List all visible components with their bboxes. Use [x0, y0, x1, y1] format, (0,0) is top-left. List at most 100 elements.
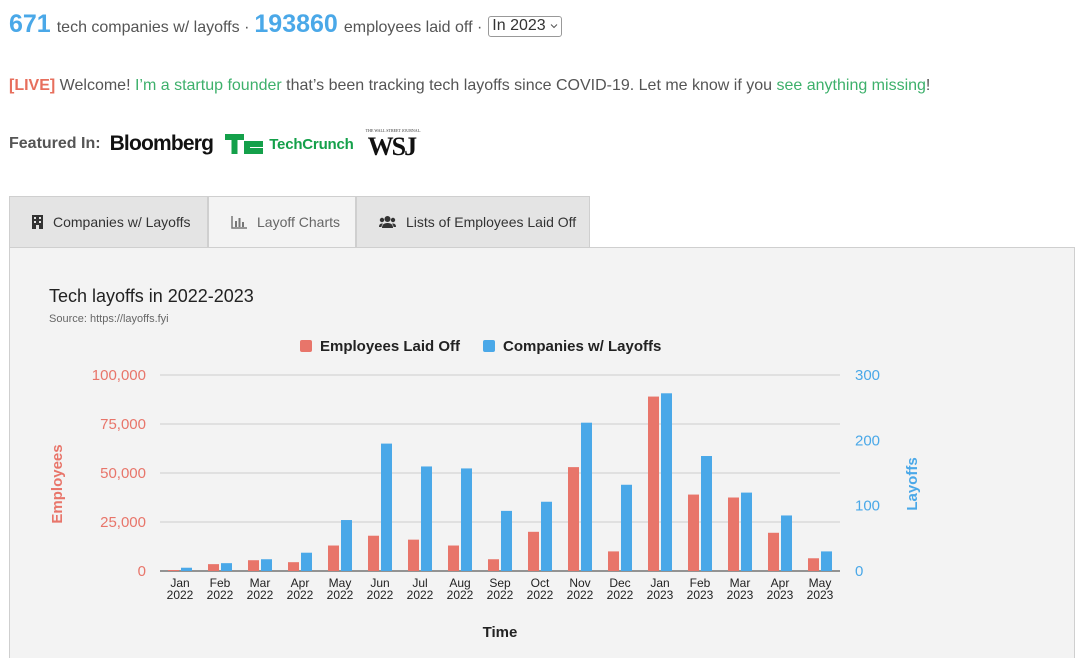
bar-companies: [461, 468, 472, 571]
bar-companies: [421, 466, 432, 571]
x-tick-month: Jan: [650, 576, 669, 590]
missing-link[interactable]: see anything missing: [776, 77, 926, 94]
techcrunch-word: TechCrunch: [269, 135, 354, 153]
x-tick-month: May: [809, 576, 832, 590]
legend-swatch-companies: [483, 340, 495, 352]
x-tick-month: Mar: [250, 576, 271, 590]
x-tick-year: 2022: [407, 588, 434, 602]
bar-companies: [781, 515, 792, 571]
x-tick-month: Sep: [489, 576, 511, 590]
y-tick-right: 0: [855, 563, 863, 580]
bar-companies: [821, 551, 832, 571]
headline: 671 tech companies w/ layoffs · 193860 e…: [9, 10, 562, 39]
bar-companies: [301, 552, 312, 571]
year-select-value: In 2023: [492, 17, 546, 34]
x-tick-month: Apr: [771, 576, 790, 590]
bar-employees: [448, 545, 459, 571]
x-tick-month: Jun: [370, 576, 389, 590]
x-tick-year: 2023: [647, 588, 674, 602]
bar-employees: [728, 497, 739, 571]
welcome-text-1: Welcome!: [59, 77, 131, 94]
bar-companies: [741, 492, 752, 571]
tab-companies[interactable]: Companies w/ Layoffs: [9, 196, 208, 247]
x-tick-month: Dec: [609, 576, 630, 590]
tab-charts[interactable]: Layoff Charts: [208, 196, 356, 247]
companies-text: tech companies w/ layoffs ·: [56, 19, 250, 36]
legend-label-companies: Companies w/ Layoffs: [503, 338, 661, 355]
bar-employees: [808, 558, 819, 571]
companies-count: 671: [9, 10, 51, 38]
y-tick-left: 100,000: [92, 367, 146, 384]
x-tick-year: 2022: [527, 588, 554, 602]
y-tick-right: 200: [855, 432, 880, 449]
bar-employees: [208, 564, 219, 571]
year-select[interactable]: In 2023: [488, 16, 562, 37]
featured-in: Featured In: Bloomberg TechCrunch THE WA…: [9, 128, 422, 161]
x-tick-month: Aug: [449, 576, 470, 590]
bar-employees: [608, 551, 619, 571]
bar-employees: [648, 396, 659, 571]
wsj-letters: WSJ: [367, 132, 417, 161]
bar-companies: [581, 422, 592, 571]
bar-companies: [661, 393, 672, 571]
founder-link[interactable]: I’m a startup founder: [134, 77, 282, 94]
x-tick-year: 2022: [327, 588, 354, 602]
chart-source: Source: https://layoffs.fyi: [49, 313, 169, 325]
chevron-down-icon: [550, 24, 558, 29]
chart-title: Tech layoffs in 2022-2023: [49, 286, 254, 306]
x-tick-month: Mar: [730, 576, 751, 590]
bar-employees: [288, 562, 299, 571]
bar-companies: [381, 443, 392, 571]
bar-employees: [528, 531, 539, 571]
y-tick-left: 25,000: [100, 514, 146, 531]
bar-employees: [408, 539, 419, 571]
x-tick-year: 2022: [287, 588, 314, 602]
x-tick-month: Oct: [531, 576, 550, 590]
chart-panel: [9, 247, 1075, 658]
x-tick-year: 2022: [247, 588, 274, 602]
x-tick-year: 2022: [207, 588, 234, 602]
employees-count: 193860: [254, 10, 338, 38]
building-icon: [32, 215, 43, 229]
bar-companies: [621, 484, 632, 571]
bar-employees: [768, 532, 779, 571]
bar-companies: [181, 567, 192, 571]
x-tick-month: Jan: [170, 576, 189, 590]
wsj-logo: THE WALL STREET JOURNAL. WSJ: [365, 128, 422, 161]
bar-companies: [501, 510, 512, 571]
tab-companies-label: Companies w/ Layoffs: [53, 214, 191, 230]
x-axis-title: Time: [483, 624, 518, 641]
x-tick-year: 2022: [487, 588, 514, 602]
y-tick-left: 75,000: [100, 416, 146, 433]
bar-employees: [328, 545, 339, 571]
x-tick-month: Feb: [210, 576, 231, 590]
legend-swatch-employees: [300, 340, 312, 352]
bar-employees: [568, 467, 579, 571]
live-badge: [LIVE]: [9, 77, 56, 94]
x-tick-year: 2022: [167, 588, 194, 602]
bar-chart-icon: [231, 215, 247, 229]
x-tick-year: 2023: [687, 588, 714, 602]
bar-employees: [248, 560, 259, 571]
tab-lists[interactable]: Lists of Employees Laid Off: [356, 196, 590, 247]
welcome-text-3: !: [925, 77, 931, 94]
users-icon: [379, 216, 396, 228]
x-tick-year: 2022: [367, 588, 394, 602]
bloomberg-logo: Bloomberg: [109, 132, 214, 155]
y-tick-right: 300: [855, 367, 880, 384]
featured-label: Featured In:: [9, 135, 101, 152]
x-tick-year: 2022: [567, 588, 594, 602]
tab-charts-label: Layoff Charts: [257, 214, 341, 230]
y-tick-left: 0: [138, 563, 146, 580]
y-tick-right: 100: [855, 498, 880, 515]
bar-companies: [341, 520, 352, 571]
x-tick-month: May: [329, 576, 352, 590]
techcrunch-logo: TechCrunch: [225, 134, 354, 154]
y-axis-title-right: Layoffs: [904, 457, 921, 510]
bar-employees: [688, 494, 699, 571]
x-tick-month: Feb: [690, 576, 711, 590]
wsj-tagline: THE WALL STREET JOURNAL.: [365, 128, 422, 133]
bar-employees: [488, 559, 499, 571]
x-tick-year: 2022: [607, 588, 634, 602]
x-tick-year: 2022: [447, 588, 474, 602]
